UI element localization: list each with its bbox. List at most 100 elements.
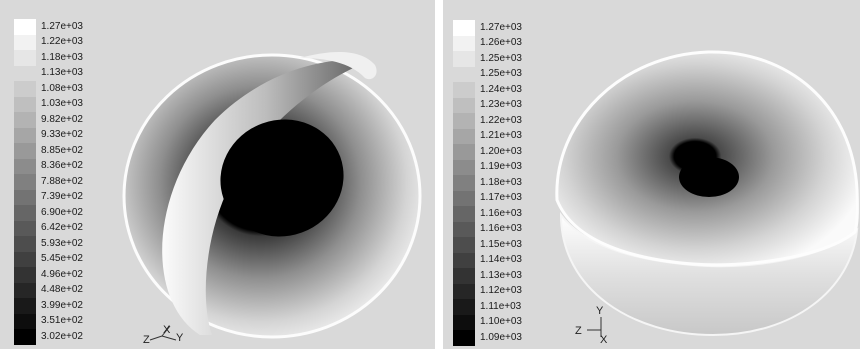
- min-region: [679, 157, 739, 197]
- colorbar-label: 1.03e+03: [41, 98, 83, 110]
- colorbar-label: 1.08e+03: [41, 82, 83, 94]
- sphere-rim: [300, 52, 377, 80]
- colorbar-label: 5.93e+02: [41, 237, 83, 249]
- axis-y-label: Y: [596, 305, 604, 317]
- colorbar-swatch: [453, 113, 475, 129]
- colorbar-swatch: [453, 20, 475, 36]
- colorbar-swatch: [453, 190, 475, 206]
- colorbar-swatch: [453, 330, 475, 346]
- colorbar-label: 1.15e+03: [480, 238, 522, 250]
- colorbar-label: 4.48e+02: [41, 284, 83, 296]
- colorbar-swatch: [453, 51, 475, 67]
- colorbar-label: 1.16e+03: [480, 207, 522, 219]
- axis-x-label: X: [163, 324, 171, 336]
- colorbar-label: 7.88e+02: [41, 175, 83, 187]
- colorbar-swatch: [14, 189, 36, 205]
- colorbar-label: 1.25e+03: [480, 52, 522, 64]
- contour-sphere: [555, 50, 859, 337]
- colorbar-swatch: [453, 144, 475, 160]
- colorbar-swatch: [14, 112, 36, 128]
- left-contour-plot: [122, 52, 422, 339]
- colorbar-swatch: [453, 206, 475, 222]
- colorbar-label: 1.12e+03: [480, 285, 522, 297]
- colorbar-swatch: [14, 251, 36, 267]
- colorbar-label: 8.85e+02: [41, 144, 83, 156]
- axis-z-label: Z: [143, 334, 150, 346]
- colorbar-swatch: [453, 175, 475, 191]
- axis-x-label: X: [600, 334, 608, 346]
- colorbar-swatch: [453, 97, 475, 113]
- colorbar-label: 1.09e+03: [480, 331, 522, 343]
- colorbar-label: 3.99e+02: [41, 299, 83, 311]
- colorbar-swatch: [453, 82, 475, 98]
- colorbar-label: 3.02e+02: [41, 330, 83, 342]
- panel-divider: [435, 0, 443, 349]
- colorbar-swatch: [14, 267, 36, 283]
- colorbar-label: 5.45e+02: [41, 253, 83, 265]
- colorbar-label: 1.22e+03: [480, 114, 522, 126]
- colorbar-label: 1.20e+03: [480, 145, 522, 157]
- colorbar-label: 1.23e+03: [480, 99, 522, 111]
- colorbar-swatch: [453, 35, 475, 51]
- colorbar-label: 1.11e+03: [480, 300, 522, 312]
- colorbar-label: 1.18e+03: [41, 51, 83, 63]
- colorbar-label: 9.82e+02: [41, 113, 83, 125]
- contour-sphere: [122, 52, 422, 339]
- colorbar-swatch: [14, 298, 36, 314]
- colorbar-swatch: [453, 237, 475, 253]
- colorbar-swatch: [14, 282, 36, 298]
- colorbar-swatch: [453, 314, 475, 330]
- colorbar-swatch: [14, 19, 36, 35]
- colorbar-swatch: [453, 283, 475, 299]
- colorbar-swatch: [14, 158, 36, 174]
- colorbar-swatch: [453, 159, 475, 175]
- colorbar-swatch: [453, 299, 475, 315]
- colorbar-swatch: [453, 66, 475, 82]
- colorbar-label: 1.18e+03: [480, 176, 522, 188]
- colorbar-label: 1.13e+03: [480, 269, 522, 281]
- axis-z-label: Z: [575, 325, 582, 337]
- colorbar-swatch: [453, 268, 475, 284]
- colorbar-swatch: [14, 34, 36, 50]
- colorbar-label: 1.17e+03: [480, 192, 522, 204]
- colorbar-label: 1.19e+03: [480, 161, 522, 173]
- colorbar-label: 6.42e+02: [41, 222, 83, 234]
- colorbar-swatch: [14, 65, 36, 81]
- colorbar-label: 1.25e+03: [480, 68, 522, 80]
- colorbar-label: 4.96e+02: [41, 268, 83, 280]
- colorbar-swatch: [14, 143, 36, 159]
- colorbar-label: 8.36e+02: [41, 160, 83, 172]
- colorbar-swatch: [453, 221, 475, 237]
- colorbar-label: 1.16e+03: [480, 223, 522, 235]
- colorbar-swatch: [453, 252, 475, 268]
- colorbar-label: 7.39e+02: [41, 191, 83, 203]
- colorbar-label: 1.14e+03: [480, 254, 522, 266]
- min-region: [220, 119, 344, 237]
- colorbar-label: 3.51e+02: [41, 315, 83, 327]
- axis-y-label: Y: [176, 332, 184, 344]
- colorbar-swatch: [14, 236, 36, 252]
- colorbar-label: 6.90e+02: [41, 206, 83, 218]
- colorbar-swatch: [14, 127, 36, 143]
- colorbar-label: 1.27e+03: [480, 21, 522, 33]
- colorbar-swatch: [14, 81, 36, 97]
- colorbar-swatch: [14, 174, 36, 190]
- colorbar-swatch: [14, 329, 36, 345]
- colorbar-label: 9.33e+02: [41, 129, 83, 141]
- left-contour-panel: 1.27e+03 1.22e+03 1.18e+03 1.13e+03 1.08e+03…: [0, 0, 435, 349]
- colorbar-label: 1.21e+03: [480, 130, 522, 142]
- colorbar-swatch: [14, 50, 36, 66]
- colorbar-label: 1.22e+03: [41, 36, 83, 48]
- colorbar-label: 1.27e+03: [41, 20, 83, 32]
- right-contour-plot: [555, 50, 859, 337]
- colorbar-swatch: [14, 96, 36, 112]
- colorbar-label: 1.13e+03: [41, 67, 83, 79]
- colorbar-swatch: [453, 128, 475, 144]
- colorbar-swatch: [14, 313, 36, 329]
- colorbar-label: 1.24e+03: [480, 83, 522, 95]
- right-contour-panel: 1.27e+03 1.26e+03 1.25e+03 1.25e+03 1.24e+03…: [443, 0, 860, 349]
- colorbar-label: 1.10e+03: [480, 316, 522, 328]
- colorbar-swatch: [14, 205, 36, 221]
- colorbar-swatch: [14, 220, 36, 236]
- colorbar-label: 1.26e+03: [480, 37, 522, 49]
